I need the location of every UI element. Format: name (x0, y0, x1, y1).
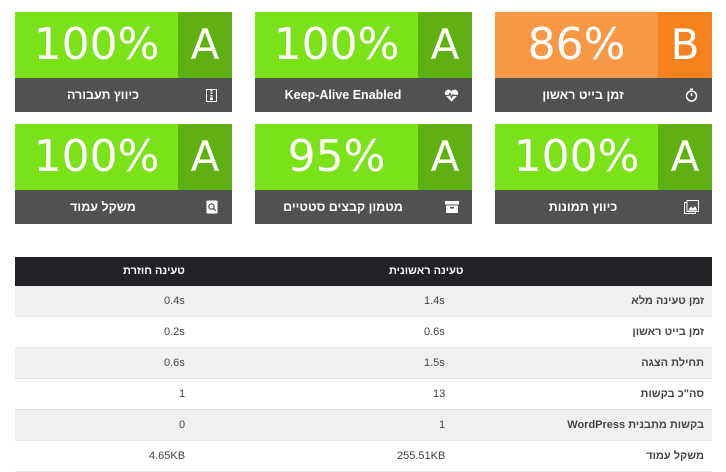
score-percent: 100% (15, 12, 178, 78)
header-first-view: טעינה ראשונית (389, 265, 464, 277)
score-grade: A (418, 124, 472, 190)
score-percent: 100% (495, 124, 658, 190)
metric-name: בקשות מתבנית WordPress (567, 419, 704, 431)
card-ttfb: 86% B זמן בייט ראשון (495, 12, 712, 112)
metric-name: זמן טעינה מלא (631, 295, 704, 307)
card-page-weight: 100% A משקל עמוד (15, 124, 232, 224)
score-percent: 100% (255, 12, 418, 78)
table-header: טעינה ראשונית טעינה חוזרת (15, 257, 712, 286)
first-view-value: 255.51KB (397, 450, 446, 462)
results-table: טעינה ראשונית טעינה חוזרת זמן טעינה מלא … (15, 257, 712, 472)
repeat-view-value: 0.6s (164, 357, 185, 369)
card-images: 100% A כיווץ תמונות (495, 124, 712, 224)
score-grade: A (178, 124, 232, 190)
card-label: זמן בייט ראשון (542, 88, 624, 102)
first-view-value: 1 (439, 419, 446, 431)
score-percent: 100% (15, 124, 178, 190)
repeat-view-value: 0 (179, 419, 186, 431)
repeat-view-value: 1 (179, 388, 186, 400)
score-percent: 95% (255, 124, 418, 190)
table-row: תחילת הצגה 1.5s 0.6s (15, 348, 712, 379)
zip-file-icon (191, 78, 232, 112)
image-icon (671, 190, 712, 224)
archive-icon (431, 190, 472, 224)
first-view-value: 1.4s (424, 295, 445, 307)
score-grade: A (178, 12, 232, 78)
repeat-view-value: 0.2s (164, 326, 185, 338)
table-row: סה"כ בקשות 13 1 (15, 379, 712, 410)
repeat-view-value: 4.65KB (149, 450, 186, 462)
first-view-value: 13 (433, 388, 446, 400)
table-row: משקל עמוד 255.51KB 4.65KB (15, 441, 712, 472)
first-view-value: 1.5s (424, 357, 445, 369)
score-grade: B (658, 12, 712, 78)
card-static-cache: 95% A מטמון קבצים סטטיים (255, 124, 472, 224)
first-view-value: 0.6s (424, 326, 445, 338)
table-row: בקשות מתבנית WordPress 1 0 (15, 410, 712, 441)
metric-name: משקל עמוד (646, 450, 704, 462)
table-row: זמן בייט ראשון 0.6s 0.2s (15, 317, 712, 348)
card-label: משקל עמוד (70, 200, 136, 214)
score-grade: A (418, 12, 472, 78)
card-label: Keep-Alive Enabled (284, 88, 402, 102)
metric-name: סה"כ בקשות (640, 388, 704, 400)
card-label: מטמון קבצים סטטיים (283, 200, 403, 214)
repeat-view-value: 0.4s (164, 295, 185, 307)
page-search-icon (191, 190, 232, 224)
card-compression: 100% A כיווץ תעבורה (15, 12, 232, 112)
metric-name: תחילת הצגה (641, 357, 704, 369)
table-row: זמן טעינה מלא 1.4s 0.4s (15, 286, 712, 317)
card-label: כיווץ תמונות (548, 200, 618, 214)
metric-name: זמן בייט ראשון (632, 326, 704, 338)
stopwatch-icon (671, 78, 712, 112)
score-grade: A (658, 124, 712, 190)
header-repeat-view: טעינה חוזרת (123, 265, 185, 277)
card-keepalive: 100% A Keep-Alive Enabled (255, 12, 472, 112)
heartbeat-icon (431, 78, 472, 112)
score-percent: 86% (495, 12, 658, 78)
card-label: כיווץ תעבורה (66, 88, 140, 102)
